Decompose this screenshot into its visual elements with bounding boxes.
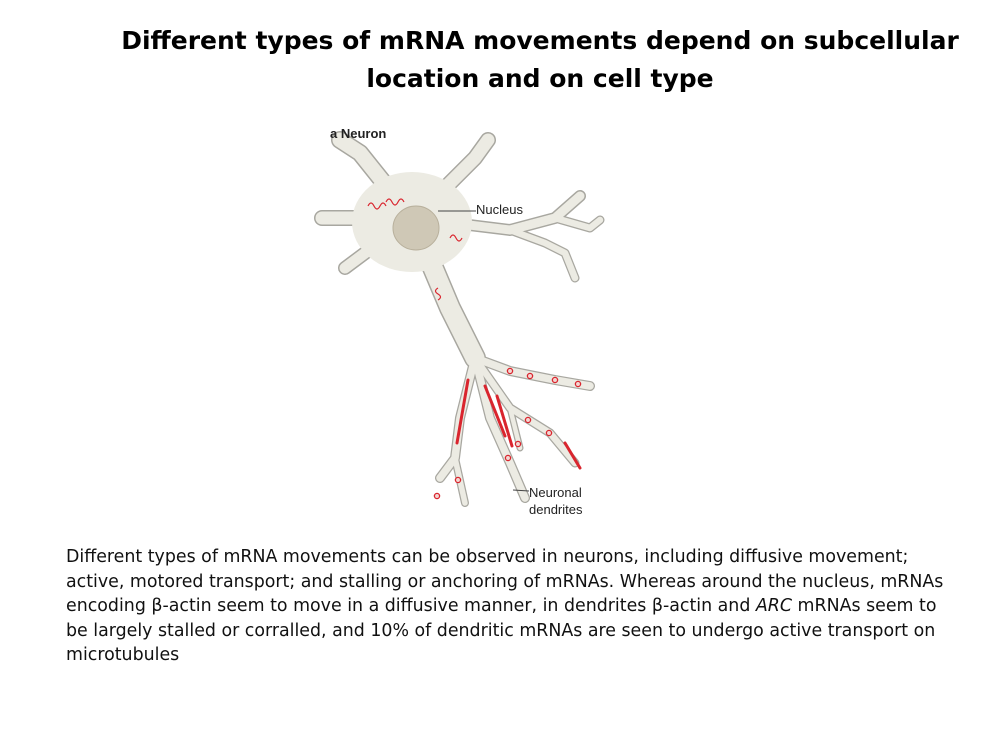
mrna-granule — [551, 376, 559, 384]
mrna-granule — [454, 476, 462, 484]
mrna-squiggle — [385, 198, 405, 206]
mrna-streak — [495, 394, 514, 448]
dendrites-label: Neuronal dendrites — [529, 484, 582, 518]
caption-text-1: Different types of mRNA movements can be… — [66, 547, 944, 616]
mrna-granule — [545, 429, 553, 437]
stalled-mrna — [433, 367, 582, 500]
slide-title: Different types of mRNA movements depend… — [90, 22, 989, 98]
transported-mrna — [455, 378, 582, 470]
diffusing-mrna — [367, 198, 463, 301]
mrna-squiggle — [449, 234, 463, 242]
mrna-granule — [574, 380, 582, 388]
neuron-diagram — [314, 131, 605, 507]
neuron-figure: a Neuron Nucleus Neuronal dendrites — [300, 118, 630, 533]
mrna-granule — [433, 492, 441, 500]
mrna-granule — [514, 440, 522, 448]
dendrites-pointer — [512, 489, 530, 492]
neuron-cell — [314, 131, 605, 507]
mrna-squiggle — [367, 202, 387, 210]
mrna-granule — [524, 416, 532, 424]
mrna-streak — [563, 441, 582, 470]
dendrites-label-line-1: Neuronal — [529, 485, 582, 500]
nucleus-label: Nucleus — [476, 202, 523, 217]
mrna-granule — [506, 367, 514, 375]
mrna-streak — [455, 378, 470, 445]
panel-label: a Neuron — [330, 126, 387, 141]
figure-caption: Different types of mRNA movements can be… — [66, 545, 956, 668]
nucleus-icon — [392, 205, 440, 251]
mrna-granule — [526, 372, 534, 380]
mrna-granule — [504, 454, 512, 462]
caption-gene-name: ARC — [755, 596, 793, 616]
slide-title-line-1: Different types of mRNA movements depend… — [121, 26, 959, 55]
mrna-squiggle — [434, 287, 442, 301]
caption-text-2: mRNAs seem to be largely stalled or corr… — [66, 596, 937, 665]
dendrites-label-line-2: dendrites — [529, 502, 583, 517]
mrna-streak — [483, 384, 507, 438]
slide-title-line-2: location and on cell type — [366, 64, 714, 93]
